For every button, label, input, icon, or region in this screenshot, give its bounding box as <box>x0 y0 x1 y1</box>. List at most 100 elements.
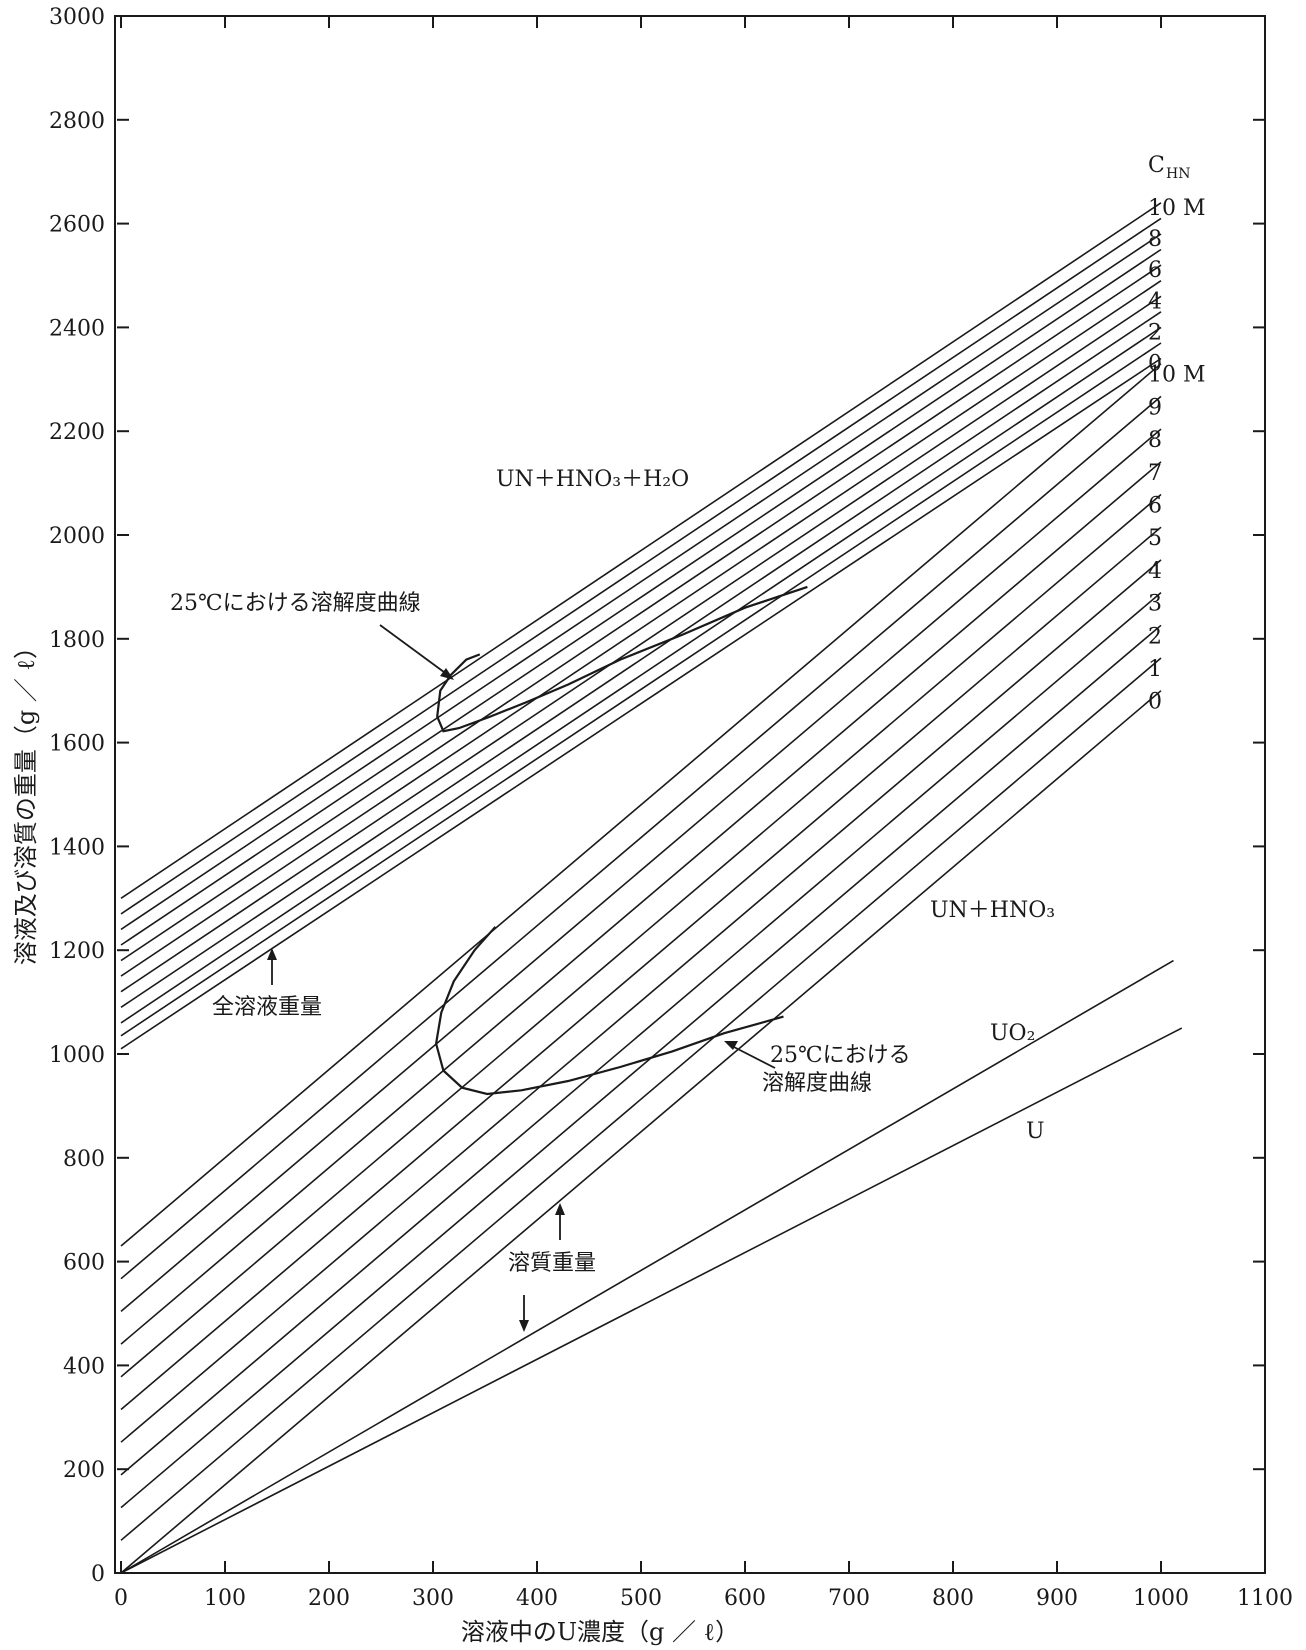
solubility-curve <box>436 585 808 733</box>
x-tick-label: 900 <box>1036 1586 1078 1611</box>
upper-curve-label: 25℃における溶解度曲線 <box>170 591 421 616</box>
series-lines <box>120 202 1183 1574</box>
label-u: U <box>1026 1119 1045 1144</box>
side-label-upper: 2 <box>1148 320 1162 345</box>
plot-border <box>114 15 1266 1574</box>
side-label-lower: 0 <box>1148 690 1162 715</box>
series-line <box>120 591 1162 1476</box>
y-tick-labels: 0 200 400 600 800 1000 1200 1400 1600 1800 2000 220… <box>49 5 105 1587</box>
y-tick-label: 2800 <box>49 109 105 134</box>
annotation-arrows <box>267 624 776 1332</box>
side-label-lower: 5 <box>1148 526 1162 551</box>
y-tick-label: 1400 <box>49 835 105 860</box>
y-tick-label: 1200 <box>49 939 105 964</box>
lower-curve-arrowhead <box>724 1041 738 1050</box>
series-line <box>120 624 1162 1509</box>
y-tick-label: 2000 <box>49 524 105 549</box>
y-tick-label: 1000 <box>49 1043 105 1068</box>
side-label-upper: 0 <box>1148 352 1162 377</box>
y-tick-label: 600 <box>63 1251 105 1276</box>
series-line <box>120 202 1162 899</box>
x-tick-label: 1000 <box>1133 1586 1189 1611</box>
series-line <box>120 280 1162 977</box>
series-line <box>120 326 1162 1024</box>
series-line <box>120 395 1162 1280</box>
y-tick-label: 0 <box>91 1562 105 1587</box>
side-label-upper: 6 <box>1148 258 1162 283</box>
solute-weight-arrowhead-down <box>519 1320 529 1332</box>
lower-curve-arrow <box>729 1044 776 1069</box>
series-line <box>120 295 1162 993</box>
series-line <box>120 217 1162 915</box>
legend-header: C HN <box>1148 153 1190 182</box>
series-line <box>120 233 1162 931</box>
y-tick-label: 1800 <box>49 628 105 653</box>
side-label-lower: 1 <box>1148 657 1162 682</box>
series-line <box>120 1027 1183 1574</box>
series-line <box>120 493 1162 1378</box>
x-tick-label: 700 <box>828 1586 870 1611</box>
total-weight-arrowhead <box>267 948 277 960</box>
label-uo2: UO₂ <box>990 1021 1035 1046</box>
side-label-lower: 4 <box>1148 559 1162 584</box>
lower-curve-label-2: 溶解度曲線 <box>762 1071 872 1096</box>
series-line <box>120 959 1174 1574</box>
series-line <box>120 248 1162 946</box>
solute-weight-label: 溶質重量 <box>508 1251 596 1276</box>
side-label-lower: 7 <box>1148 461 1162 486</box>
x-tick-label: 200 <box>308 1586 350 1611</box>
x-tick-label: 100 <box>204 1586 246 1611</box>
side-label-lower: 2 <box>1148 624 1162 649</box>
side-label-upper: 10 M <box>1148 196 1206 221</box>
series-line <box>120 342 1162 1037</box>
legend-header-sub: HN <box>1166 166 1190 182</box>
region-label-lower: UN＋HNO₃ <box>930 898 1055 923</box>
series-line <box>120 428 1162 1313</box>
x-tick-label: 500 <box>620 1586 662 1611</box>
y-tick-label: 2400 <box>49 316 105 341</box>
plot-frame <box>114 15 1266 1574</box>
y-tick-label: 2600 <box>49 213 105 238</box>
x-tick-label: 600 <box>724 1586 766 1611</box>
x-tick-label: 400 <box>516 1586 558 1611</box>
x-tick-label: 0 <box>114 1586 128 1611</box>
side-label-lower: 10 M <box>1148 363 1206 388</box>
series-line <box>120 357 1162 1050</box>
series-line <box>120 461 1162 1345</box>
total-weight-label: 全溶液重量 <box>212 995 322 1020</box>
series-line <box>120 657 1162 1541</box>
upper-curve-arrow <box>379 624 449 676</box>
legend-header-c: C <box>1148 153 1165 178</box>
side-label-upper: 4 <box>1148 289 1162 314</box>
side-label-lower: 3 <box>1148 592 1162 617</box>
side-label-lower: 8 <box>1148 428 1162 453</box>
y-tick-label: 800 <box>63 1147 105 1172</box>
upper-curve-arrowhead <box>440 668 454 680</box>
x-tick-label: 800 <box>932 1586 974 1611</box>
y-tick-label: 1600 <box>49 732 105 757</box>
series-line <box>120 690 1162 1574</box>
region-label-upper: UN＋HNO₃＋H₂O <box>496 467 689 492</box>
y-tick-label: 200 <box>63 1458 105 1483</box>
series-line <box>120 363 1162 1247</box>
x-tick-labels: 0 100 200 300 400 500 600 700 800 900 1000 1100 <box>114 1586 1293 1611</box>
solubility-curve <box>434 926 784 1096</box>
y-tick-label: 2200 <box>49 420 105 445</box>
x-tick-label: 1100 <box>1237 1586 1293 1611</box>
side-label-lower: 9 <box>1148 395 1162 420</box>
series-line <box>120 526 1162 1411</box>
y-tick-label: 400 <box>63 1354 105 1379</box>
series-line <box>120 264 1162 962</box>
y-tick-label: 3000 <box>49 5 105 30</box>
lower-curve-label-1: 25℃における <box>770 1043 911 1068</box>
x-axis-title: 溶液中のU濃度（g ／ ℓ） <box>461 1618 739 1646</box>
solute-weight-arrowhead-up <box>555 1203 565 1215</box>
side-label-upper: 8 <box>1148 227 1162 252</box>
series-line <box>120 311 1162 1008</box>
y-axis-title: 溶液及び溶質の重量（g ／ ℓ） <box>12 635 40 965</box>
series-line <box>120 559 1162 1443</box>
side-label-lower: 6 <box>1148 494 1162 519</box>
x-tick-label: 300 <box>412 1586 454 1611</box>
